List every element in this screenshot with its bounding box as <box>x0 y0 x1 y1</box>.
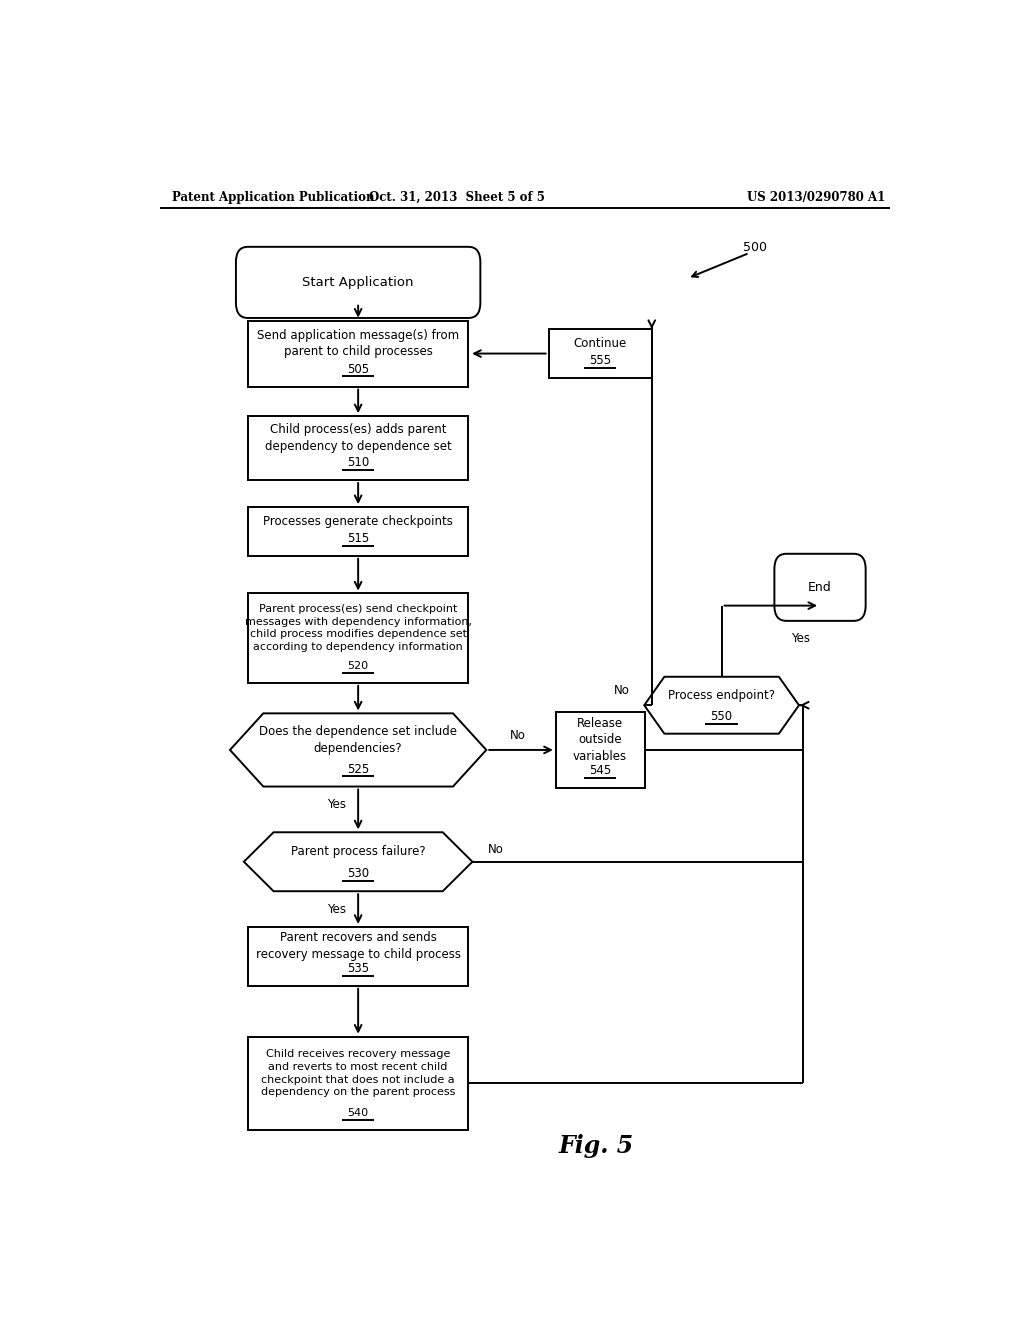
FancyBboxPatch shape <box>236 247 480 318</box>
Text: 545: 545 <box>589 764 611 777</box>
Text: 505: 505 <box>347 363 370 376</box>
Text: Oct. 31, 2013  Sheet 5 of 5: Oct. 31, 2013 Sheet 5 of 5 <box>370 190 546 203</box>
Text: No: No <box>614 685 630 697</box>
Text: No: No <box>488 843 504 857</box>
Text: Parent recovers and sends
recovery message to child process: Parent recovers and sends recovery messa… <box>256 932 461 961</box>
Bar <box>248 321 468 387</box>
Text: Yes: Yes <box>791 632 810 644</box>
Bar <box>248 416 468 480</box>
Text: Patent Application Publication: Patent Application Publication <box>172 190 374 203</box>
Text: Continue: Continue <box>573 337 627 350</box>
Text: Fig. 5: Fig. 5 <box>559 1134 634 1159</box>
Text: 535: 535 <box>347 962 370 975</box>
Text: US 2013/0290780 A1: US 2013/0290780 A1 <box>748 190 886 203</box>
Polygon shape <box>230 713 486 787</box>
Text: Release
outside
variables: Release outside variables <box>573 717 628 763</box>
Text: Yes: Yes <box>328 799 346 812</box>
Text: 510: 510 <box>347 457 370 470</box>
Bar <box>549 329 652 378</box>
Bar <box>248 507 468 556</box>
Text: 555: 555 <box>589 354 611 367</box>
Text: Child process(es) adds parent
dependency to dependence set: Child process(es) adds parent dependency… <box>265 424 452 453</box>
Bar <box>248 1036 468 1130</box>
FancyBboxPatch shape <box>774 554 865 620</box>
Bar <box>248 927 468 986</box>
Polygon shape <box>644 677 799 734</box>
Text: Process endpoint?: Process endpoint? <box>668 689 775 701</box>
Text: No: No <box>510 729 526 742</box>
Text: Does the dependence set include
dependencies?: Does the dependence set include dependen… <box>259 725 457 755</box>
Text: End: End <box>808 581 831 594</box>
Bar <box>248 594 468 682</box>
Polygon shape <box>244 833 472 891</box>
Text: Child receives recovery message
and reverts to most recent child
checkpoint that: Child receives recovery message and reve… <box>261 1049 456 1097</box>
Text: 530: 530 <box>347 867 370 880</box>
Text: Parent process failure?: Parent process failure? <box>291 845 425 858</box>
Text: 540: 540 <box>347 1107 369 1118</box>
Text: 550: 550 <box>711 710 733 723</box>
Text: 520: 520 <box>347 660 369 671</box>
Bar <box>556 711 645 788</box>
Text: 525: 525 <box>347 763 370 776</box>
Text: Parent process(es) send checkpoint
messages with dependency information,
child p: Parent process(es) send checkpoint messa… <box>245 603 472 652</box>
Text: Yes: Yes <box>328 903 346 916</box>
Text: 500: 500 <box>743 242 767 255</box>
Text: Processes generate checkpoints: Processes generate checkpoints <box>263 515 453 528</box>
Text: 515: 515 <box>347 532 370 545</box>
Text: Start Application: Start Application <box>302 276 414 289</box>
Text: Send application message(s) from
parent to child processes: Send application message(s) from parent … <box>257 329 459 358</box>
